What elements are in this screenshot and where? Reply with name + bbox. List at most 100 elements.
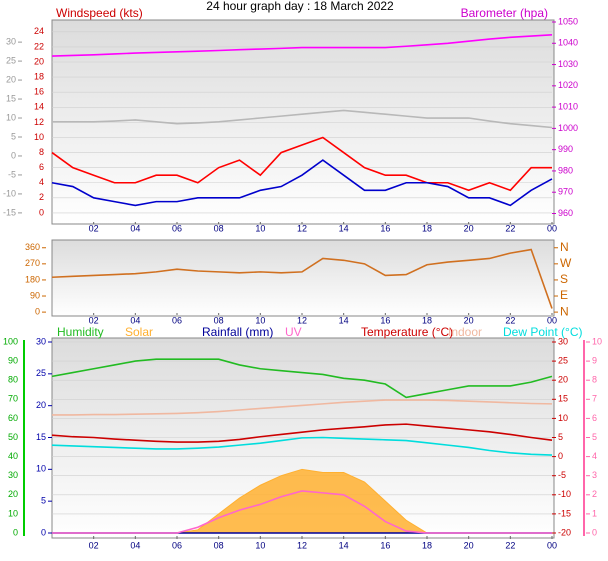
x-tick-label: 00 <box>547 540 557 550</box>
x-tick-label: 04 <box>130 223 140 233</box>
y2-tick-label: E <box>560 288 568 302</box>
y4-tick-label: 9 <box>592 355 597 365</box>
y2-tick-label: 10 <box>558 413 568 423</box>
y2-tick-label: 980 <box>558 165 573 175</box>
x-tick-label: 18 <box>422 540 432 550</box>
y2-tick-label: 970 <box>558 187 573 197</box>
line <box>52 490 552 534</box>
x-tick-label: 22 <box>505 223 515 233</box>
x-tick-label: 02 <box>89 315 99 325</box>
y4-tick-label: 0 <box>592 527 597 537</box>
x-tick-label: 14 <box>339 540 349 550</box>
y-tick-label: 80 <box>8 375 18 385</box>
y3-tick-label: -10 <box>3 188 16 198</box>
x-tick-label: 08 <box>214 540 224 550</box>
y-tick-label: 180 <box>25 274 40 284</box>
line <box>51 423 553 443</box>
legend-entry: Temperature (°C) <box>361 325 453 339</box>
y4-tick-label: 5 <box>592 432 597 442</box>
y2-tick-label: 1010 <box>558 101 578 111</box>
x-tick-label: 10 <box>255 540 265 550</box>
y-tick-label: 10 <box>8 508 18 518</box>
legend-entry: Solar <box>125 325 153 339</box>
y-tick-label: 14 <box>34 102 44 112</box>
y3-tick-label: 0 <box>41 527 46 537</box>
line <box>51 136 552 192</box>
x-tick-label: 18 <box>422 315 432 325</box>
y2-tick-label: 5 <box>558 432 563 442</box>
x-tick-label: 00 <box>547 315 557 325</box>
y2-tick-label: 20 <box>558 375 568 385</box>
y-tick-label: 0 <box>39 207 44 217</box>
y-tick-label: 100 <box>3 336 18 346</box>
y-tick-label: 0 <box>35 306 40 316</box>
line <box>51 33 553 57</box>
line <box>51 358 553 399</box>
y4-tick-label: 6 <box>592 413 597 423</box>
x-tick-label: 14 <box>339 315 349 325</box>
y4-tick-label: 2 <box>592 489 597 499</box>
x-tick-label: 06 <box>172 540 182 550</box>
y2-tick-label: -20 <box>558 527 571 537</box>
x-tick-label: 22 <box>505 540 515 550</box>
x-tick-label: 04 <box>130 540 140 550</box>
x-tick-label: 12 <box>297 223 307 233</box>
x-tick-label: 00 <box>547 223 557 233</box>
x-tick-label: 12 <box>297 315 307 325</box>
y3-tick-label: -15 <box>3 207 16 217</box>
y2-tick-label: 1040 <box>558 38 578 48</box>
x-tick-label: 10 <box>255 315 265 325</box>
y-tick-label: 40 <box>8 451 18 461</box>
y2-tick-label: S <box>560 272 568 286</box>
y2-tick-label: -15 <box>558 508 571 518</box>
x-tick-label: 20 <box>464 223 474 233</box>
x-tick-label: 16 <box>380 540 390 550</box>
y-tick-label: 60 <box>8 413 18 423</box>
x-tick-label: 14 <box>339 223 349 233</box>
x-tick-label: 04 <box>130 315 140 325</box>
y-tick-label: 16 <box>34 87 44 97</box>
y4-tick-label: 10 <box>592 336 602 346</box>
line <box>52 109 553 129</box>
x-tick-label: 08 <box>214 315 224 325</box>
y3-tick-label: 5 <box>41 496 46 506</box>
x-tick-label: 12 <box>297 540 307 550</box>
x-tick-label: 20 <box>464 315 474 325</box>
y-tick-label: 270 <box>25 258 40 268</box>
y2-tick-label: W <box>560 256 572 270</box>
legend-entry: Indoor <box>448 325 482 339</box>
x-tick-label: 22 <box>505 315 515 325</box>
y-tick-label: 12 <box>34 117 44 127</box>
y-tick-label: 22 <box>34 41 44 51</box>
y4-tick-label: 8 <box>592 375 597 385</box>
x-tick-label: 16 <box>380 315 390 325</box>
y3-tick-label: 30 <box>6 36 16 46</box>
y2-tick-label: N <box>560 304 569 318</box>
line <box>51 436 553 456</box>
y2-axis-label: Barometer (hpa) <box>461 6 548 20</box>
y-tick-label: 30 <box>8 470 18 480</box>
x-tick-label: 08 <box>214 223 224 233</box>
y-tick-label: 10 <box>34 132 44 142</box>
x-tick-label: 20 <box>464 540 474 550</box>
y-tick-label: 70 <box>8 394 18 404</box>
y3-tick-label: 20 <box>36 400 46 410</box>
y3-tick-label: 15 <box>6 93 16 103</box>
x-tick-label: 18 <box>422 223 432 233</box>
plot-background <box>51 19 555 225</box>
y2-tick-label: 990 <box>558 144 573 154</box>
x-tick-label: 02 <box>89 223 99 233</box>
y-tick-label: 20 <box>8 489 18 499</box>
y3-tick-label: 15 <box>36 432 46 442</box>
y3-tick-label: 10 <box>6 112 16 122</box>
line <box>52 399 553 416</box>
y3-tick-label: 10 <box>36 464 46 474</box>
y2-tick-label: 1030 <box>558 59 578 69</box>
legend-entry: Dew Point (°C) <box>503 325 582 339</box>
y2-tick-label: 0 <box>558 451 563 461</box>
y2-tick-label: -10 <box>558 489 571 499</box>
x-tick-label: 06 <box>172 223 182 233</box>
y4-tick-label: 4 <box>592 451 597 461</box>
